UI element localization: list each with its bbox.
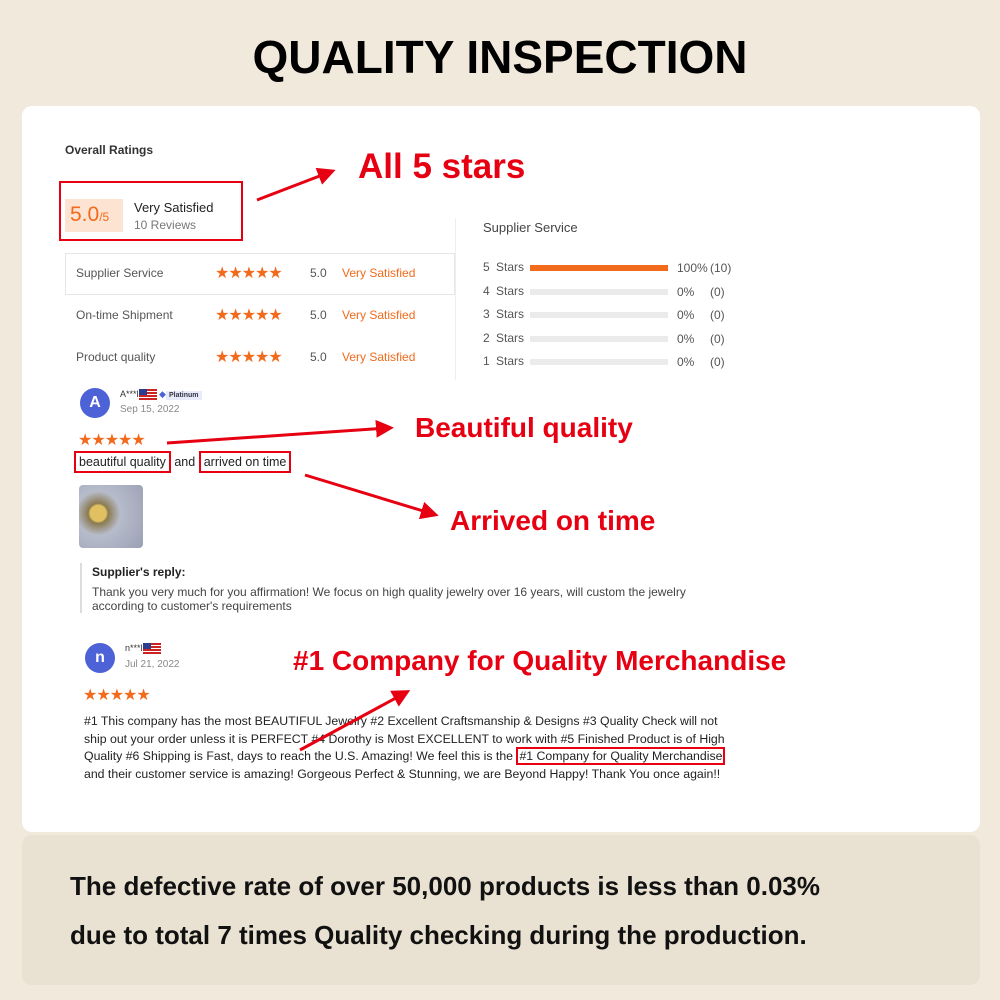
reply-heading: Supplier's reply: — [92, 565, 186, 579]
us-flag-icon — [142, 643, 161, 655]
breakdown-heading: Supplier Service — [483, 220, 578, 235]
category-name: Product quality — [76, 350, 156, 364]
footer-line-1: The defective rate of over 50,000 produc… — [70, 871, 820, 901]
review-highlight: #1 Company for Quality Merchandise — [516, 747, 726, 766]
review-text: beautiful quality and arrived on time — [74, 451, 292, 473]
arrow-icon — [304, 473, 439, 520]
rating-bar — [530, 359, 668, 365]
rating-percent: 0% — [677, 284, 695, 299]
overall-score: 5.0/5 — [65, 199, 123, 232]
annotation-all-stars: All 5 stars — [358, 147, 526, 186]
rating-percent: 0% — [677, 355, 695, 369]
category-name: On-time Shipment — [76, 308, 173, 322]
highlight-box — [59, 181, 243, 241]
star-level-label: 5 Stars — [483, 260, 525, 274]
rating-bar — [530, 335, 668, 342]
divider — [455, 218, 456, 380]
reviewer-name-text: A***l — [120, 389, 139, 399]
score-max: /5 — [99, 210, 110, 224]
review-stars: ★★★★★ — [83, 687, 151, 704]
category-score: 5.0 — [310, 266, 327, 280]
annotation-arrived: Arrived on time — [450, 505, 656, 536]
platinum-badge: Platinum — [165, 391, 202, 400]
score-value: 5.0 — [70, 203, 100, 226]
star-level-label: 3 Stars — [483, 307, 525, 321]
rating-count: (0) — [710, 331, 725, 346]
rating-count: (0) — [710, 355, 725, 369]
category-label: Very Satisfied — [342, 308, 416, 322]
rating-count: (10) — [710, 261, 732, 275]
rating-count: (0) — [710, 308, 725, 322]
review-count: 10 Reviews — [134, 218, 197, 232]
star-level-label: 1 Stars — [483, 354, 525, 368]
review-highlight: beautiful quality — [74, 451, 171, 473]
rating-count: (0) — [710, 284, 725, 299]
rating-percent: 0% — [677, 308, 695, 322]
rating-bar — [530, 312, 668, 318]
review-stars: ★★★★★ — [78, 432, 146, 449]
category-label: Very Satisfied — [342, 350, 416, 364]
review-text: #1 This company has the most BEAUTIFUL J… — [84, 713, 729, 783]
avatar: A — [80, 388, 110, 418]
category-row-border — [65, 253, 455, 295]
rating-bar — [530, 265, 668, 271]
us-flag-icon — [138, 389, 157, 401]
reviewer-name: A***l ◆ Platinum — [120, 389, 202, 401]
review-text-mid: and — [174, 455, 196, 469]
rating-percent: 0% — [677, 331, 695, 346]
category-score: 5.0 — [310, 350, 327, 364]
arrow-icon — [256, 167, 336, 202]
overall-ratings-heading: Overall Ratings — [65, 143, 154, 157]
reply-bar — [80, 563, 82, 613]
reviewer-name: n***l — [125, 643, 161, 655]
review-text-start: #1 This company has the most BEAUTIFUL J… — [84, 714, 725, 764]
category-label: Very Satisfied — [342, 266, 416, 280]
reply-text: Thank you very much for you affirmation!… — [92, 585, 686, 613]
review-text-end: and their customer service is amazing! G… — [84, 766, 721, 781]
annotation-company: #1 Company for Quality Merchandise — [293, 645, 787, 676]
review-date: Sep 15, 2022 — [120, 404, 180, 415]
reviewer-name-text: n***l — [125, 643, 143, 653]
avatar: n — [85, 643, 115, 673]
category-stars: ★★★★★ — [215, 307, 283, 324]
rating-bar — [530, 288, 668, 295]
rating-bar-fill — [530, 265, 668, 271]
category-name: Supplier Service — [76, 266, 164, 280]
annotation-beautiful: Beautiful quality — [415, 412, 633, 443]
arrow-icon — [299, 690, 411, 752]
diamond-icon: ◆ — [159, 389, 166, 399]
star-level-label: 4 Stars — [483, 283, 525, 298]
arrow-icon — [166, 419, 394, 445]
review-date: Jul 21, 2022 — [125, 659, 180, 670]
footer-line-2: due to total 7 times Quality checking du… — [70, 920, 807, 950]
review-photo[interactable] — [79, 485, 143, 548]
category-stars: ★★★★★ — [215, 349, 283, 366]
footer-panel: The defective rate of over 50,000 produc… — [22, 835, 980, 985]
category-stars: ★★★★★ — [215, 265, 283, 282]
ratings-card — [22, 106, 980, 832]
review-highlight: arrived on time — [198, 451, 292, 473]
star-level-label: 2 Stars — [483, 330, 525, 345]
category-score: 5.0 — [310, 308, 327, 322]
page-title: QUALITY INSPECTION — [252, 31, 748, 83]
overall-label: Very Satisfied — [134, 200, 214, 215]
rating-percent: 100% — [677, 261, 708, 275]
